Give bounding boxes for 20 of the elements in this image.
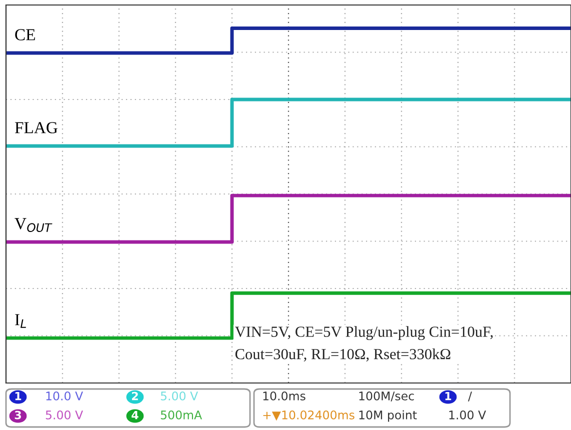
text: 500mA: [160, 410, 202, 420]
text: 10.0 V: [46, 391, 84, 400]
series-label: FLAG: [14, 122, 58, 134]
series-label: I$_{L}$: [15, 314, 26, 328]
series-label: V$_{OUT}$: [14, 218, 52, 232]
text: 4: [132, 410, 138, 420]
text: 1.00 V: [449, 410, 486, 420]
text: 5.00 V: [160, 391, 198, 400]
text: 1: [15, 392, 22, 400]
text: +▼10.02400ms: [263, 410, 354, 421]
text: 10M point: [359, 410, 417, 422]
text: /: [468, 392, 472, 402]
series-label: CE: [15, 29, 35, 40]
text: 100M/sec: [359, 391, 414, 402]
text: 10.0ms: [263, 391, 306, 400]
text: 2: [132, 392, 138, 400]
text: 3: [14, 410, 21, 420]
text: 5.00 V: [46, 410, 84, 420]
annotation: VIN=5V, CE=5V Plug/un-plug Cin=10uF, Cout=30uF, RL=10Ω, Rset=330kΩ: [234, 326, 493, 362]
text: 1: [445, 392, 452, 400]
